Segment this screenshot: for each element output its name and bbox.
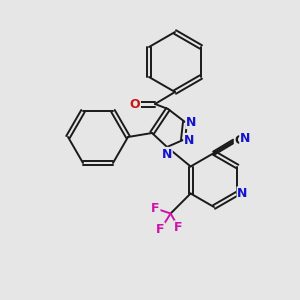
- Text: F: F: [152, 202, 160, 215]
- Text: F: F: [174, 221, 183, 234]
- Text: N: N: [162, 148, 172, 160]
- Text: F: F: [156, 223, 165, 236]
- Text: C: C: [234, 134, 244, 146]
- Text: N: N: [240, 131, 250, 145]
- Text: N: N: [184, 134, 194, 146]
- Text: N: N: [237, 187, 248, 200]
- Text: N: N: [186, 116, 196, 128]
- Text: O: O: [130, 98, 140, 110]
